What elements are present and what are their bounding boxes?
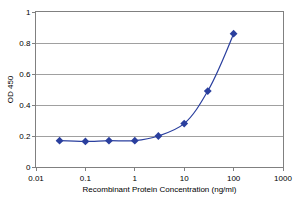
svg-text:Recombinant Protein Concentrat: Recombinant Protein Concentration (ng/ml…	[83, 185, 237, 194]
svg-text:10: 10	[180, 174, 189, 183]
svg-text:1000: 1000	[274, 174, 292, 183]
svg-text:OD 450: OD 450	[6, 75, 15, 103]
svg-text:0.01: 0.01	[28, 174, 44, 183]
svg-text:0.6: 0.6	[19, 70, 31, 79]
svg-text:0.1: 0.1	[80, 174, 92, 183]
svg-text:0: 0	[26, 163, 31, 172]
svg-text:0.8: 0.8	[19, 39, 31, 48]
svg-text:1: 1	[26, 8, 31, 17]
svg-text:100: 100	[227, 174, 241, 183]
svg-text:0.2: 0.2	[19, 132, 31, 141]
svg-text:1: 1	[133, 174, 138, 183]
svg-text:0.4: 0.4	[19, 101, 31, 110]
